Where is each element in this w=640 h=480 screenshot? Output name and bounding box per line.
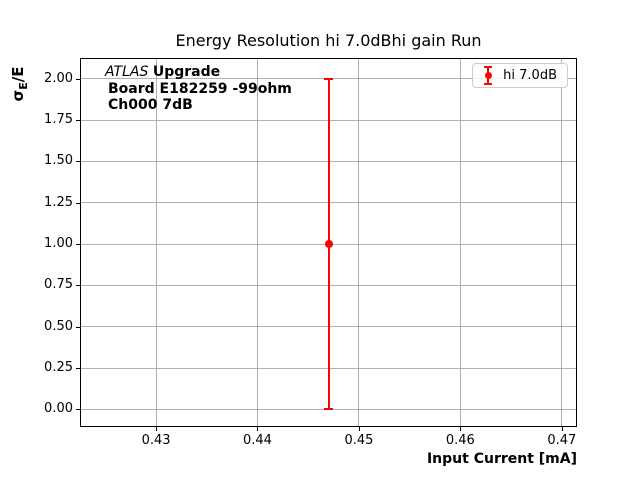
y-tick-mark <box>76 244 80 246</box>
y-tick-mark <box>76 368 80 370</box>
y-tick-mark <box>76 326 80 328</box>
annotation-line-3: Ch000 7dB <box>108 97 193 113</box>
y-tick-label: 0.75 <box>44 277 73 293</box>
errorbar-cap-top <box>324 77 333 80</box>
y-tick-label: 0.00 <box>44 401 73 417</box>
annotation-atlas-text: ATLAS <box>105 64 149 80</box>
y-tick-mark <box>76 78 80 80</box>
errorbar-cap-top <box>484 66 493 68</box>
x-tick-mark <box>257 427 259 431</box>
gridline-vertical <box>358 59 360 426</box>
errorbar-marker-icon <box>483 66 493 85</box>
x-tick-label: 0.46 <box>445 433 475 448</box>
y-tick-label: 1.50 <box>44 153 73 169</box>
y-tick-mark <box>76 202 80 204</box>
x-tick-mark <box>460 427 462 431</box>
gridline-vertical <box>459 59 461 426</box>
y-tick-mark <box>76 120 80 122</box>
annotation-upgrade-text: Upgrade <box>152 64 221 80</box>
ylabel-sigma-symbol: σ <box>9 89 27 102</box>
plot-annotation: ATLAS Upgrade Board E182259 -99ohm Ch000… <box>105 64 292 114</box>
y-tick-mark <box>76 409 80 411</box>
y-tick-label: 2.00 <box>44 70 73 86</box>
x-tick-mark <box>156 427 158 431</box>
y-tick-label: 0.50 <box>44 318 73 334</box>
y-tick-label: 0.25 <box>44 360 73 376</box>
x-tick-label: 0.44 <box>243 433 272 448</box>
chart-title: Energy Resolution hi 7.0dBhi gain Run <box>175 31 482 50</box>
y-tick-label: 1.25 <box>44 194 73 210</box>
y-tick-mark <box>76 285 80 287</box>
legend-label: hi 7.0dB <box>503 68 557 83</box>
y-tick-label: 1.00 <box>44 236 73 252</box>
gridline-vertical <box>256 59 258 426</box>
y-tick-mark <box>76 161 80 163</box>
annotation-line-2: Board E182259 -99ohm <box>108 80 292 97</box>
x-tick-label: 0.45 <box>344 433 374 448</box>
errorbar-dot <box>484 72 492 79</box>
errorbar-cap-bottom <box>484 83 493 85</box>
x-tick-label: 0.47 <box>547 433 577 448</box>
x-tick-label: 0.43 <box>141 433 171 448</box>
legend: hi 7.0dB <box>472 63 568 88</box>
y-tick-label: 1.75 <box>44 112 73 128</box>
data-point <box>324 240 333 249</box>
x-axis-label: Input Current [mA] <box>426 451 577 467</box>
y-axis-label: σE/E <box>8 52 30 116</box>
annotation-line-1: ATLAS Upgrade <box>105 64 292 81</box>
ylabel-suffix: /E <box>9 66 27 83</box>
x-tick-mark <box>358 427 360 431</box>
plot-area: ATLAS Upgrade Board E182259 -99ohm Ch000… <box>80 58 577 427</box>
gridline-vertical <box>155 59 157 426</box>
gridline-vertical <box>561 59 563 426</box>
errorbar-cap-bottom <box>324 408 333 411</box>
x-tick-mark <box>561 427 563 431</box>
